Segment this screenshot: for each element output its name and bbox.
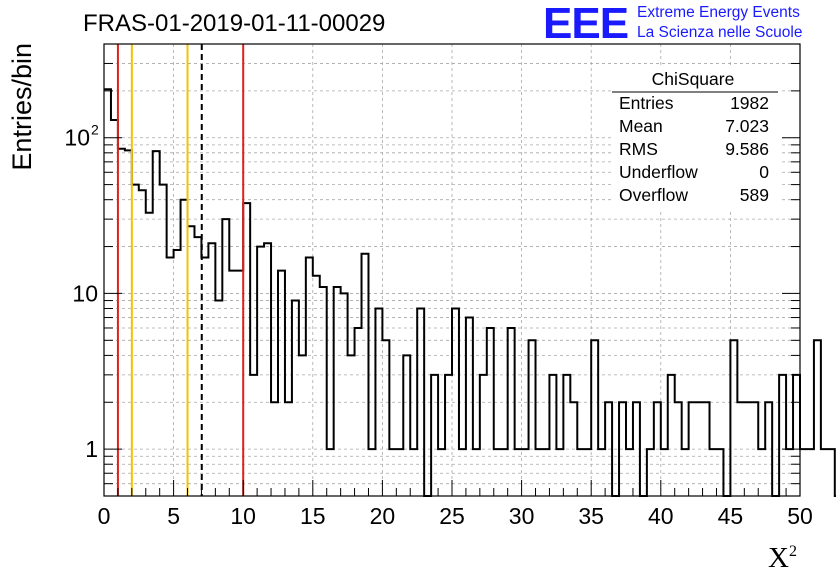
- chart-title: FRAS-01-2019-01-11-00029: [83, 10, 385, 37]
- y-axis-label: Entries/bin: [7, 43, 37, 171]
- x-tick-label: 0: [98, 503, 111, 529]
- y-tick-label: 10: [64, 125, 90, 151]
- x-tick-label: 40: [648, 503, 674, 529]
- stats-row-value: 7.023: [725, 116, 769, 136]
- x-tick-label: 5: [167, 503, 180, 529]
- stats-rows: Entries 1982 Mean 7.023 RMS 9.586 Underflow 0 Ov…: [619, 93, 769, 205]
- x-tick-label: 30: [509, 503, 535, 529]
- logo-line-2: La Scienza nelle Scuole: [637, 24, 803, 41]
- x-tick-label: 35: [578, 503, 604, 529]
- y-tick-label: 1: [85, 436, 98, 462]
- stats-row-label: Mean: [619, 116, 663, 136]
- x-tick-label: 10: [230, 503, 256, 529]
- stats-box-bg: [612, 65, 782, 211]
- histogram-series: [104, 88, 836, 497]
- histogram-outline: [104, 88, 836, 497]
- marker-lines: [116, 44, 245, 496]
- stats-row-label: Entries: [619, 93, 674, 113]
- x-tick-label: 25: [439, 503, 465, 529]
- x-tick-label: 15: [300, 503, 326, 529]
- x-axis-label-base: X: [768, 542, 789, 572]
- stats-row-value: 0: [759, 162, 769, 182]
- y-tick-label-exponent: 2: [91, 122, 99, 138]
- x-tick-label: 20: [370, 503, 396, 529]
- x-axis-label: X2: [768, 542, 797, 572]
- stats-row-label: Overflow: [619, 185, 688, 205]
- stats-box: ChiSquare Entries 1982 Mean 7.023 RMS 9.586 Un…: [612, 65, 782, 211]
- stats-row-label: Underflow: [619, 162, 698, 182]
- x-tick-label: 45: [718, 503, 744, 529]
- stats-row-value: 589: [740, 185, 769, 205]
- eee-logo-mark: EEE: [543, 0, 629, 48]
- x-axis-label-sup: 2: [789, 543, 797, 560]
- axes: [103, 43, 801, 497]
- stats-row-label: RMS: [619, 139, 658, 159]
- stats-row-value: 1982: [730, 93, 769, 113]
- logo-line-1: Extreme Energy Events: [637, 4, 800, 21]
- stats-row-value: 9.586: [725, 139, 769, 159]
- y-tick-label: 10: [72, 280, 98, 306]
- x-tick-label: 50: [787, 503, 813, 529]
- stats-title: ChiSquare: [652, 69, 735, 89]
